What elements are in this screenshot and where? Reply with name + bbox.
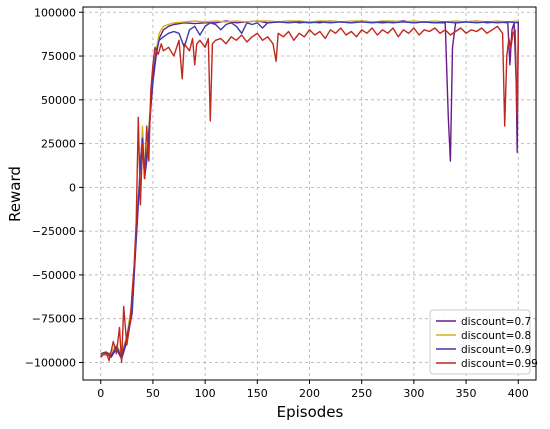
y-tick-label: −25000: [32, 225, 76, 238]
legend-label: discount=0.8: [461, 330, 531, 342]
y-tick-label: 0: [69, 181, 76, 194]
x-tick-label: 100: [195, 387, 216, 400]
legend: discount=0.7 discount=0.8 discount=0.9 disc…: [429, 309, 538, 375]
y-tick-label: 25000: [41, 138, 76, 151]
x-tick-label: 400: [508, 387, 529, 400]
legend-box: [429, 309, 531, 375]
y-tick-label: −50000: [32, 269, 76, 282]
y-tick-label: 50000: [41, 94, 76, 107]
x-tick-label: 250: [351, 387, 372, 400]
x-tick-label: 300: [403, 387, 424, 400]
x-tick-label: 350: [456, 387, 477, 400]
series-lines: [100, 20, 519, 364]
y-tick-label: 75000: [41, 50, 76, 63]
x-axis-ticks: 0 50 100 150 200 250 300 350 400: [97, 380, 529, 400]
legend-label: discount=0.99: [461, 358, 538, 370]
y-axis-label: Reward: [6, 166, 24, 222]
x-tick-label: 0: [97, 387, 104, 400]
legend-label: discount=0.9: [461, 344, 531, 356]
y-tick-label: −100000: [25, 356, 76, 369]
x-tick-label: 200: [299, 387, 320, 400]
y-tick-label: 100000: [34, 6, 76, 19]
legend-label: discount=0.7: [461, 316, 531, 328]
y-axis-ticks: −100000 −75000 −50000 −25000 0 25000 50000 7500…: [25, 6, 83, 369]
x-tick-label: 150: [247, 387, 268, 400]
y-tick-label: −75000: [32, 313, 76, 326]
x-tick-label: 50: [146, 387, 160, 400]
x-axis-label: Episodes: [277, 403, 344, 421]
series-line-3: [100, 25, 519, 364]
